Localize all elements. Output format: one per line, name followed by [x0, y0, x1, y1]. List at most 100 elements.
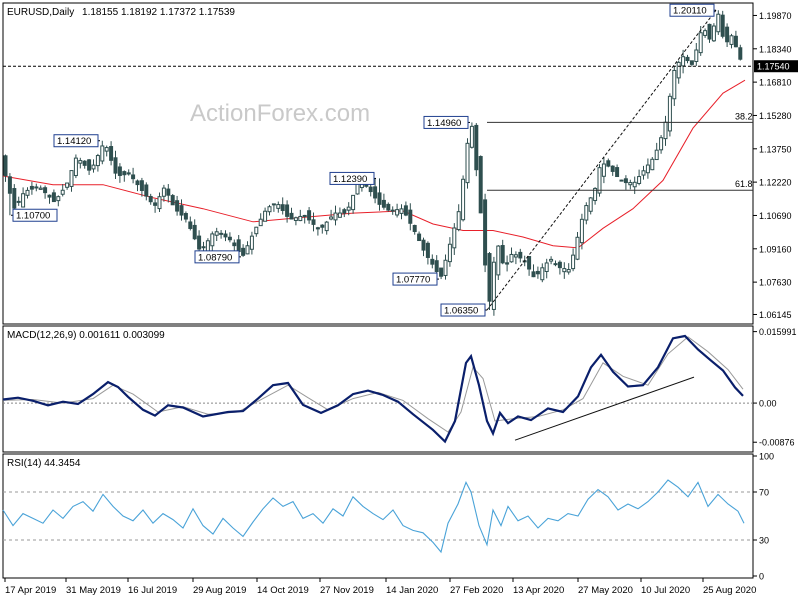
candle-body: [223, 233, 228, 238]
time-tick-label: 14 Oct 2019: [257, 585, 309, 596]
candle-body: [637, 176, 642, 184]
candle-body: [456, 211, 461, 231]
watermark: ActionForex.com: [190, 100, 370, 127]
candle-body: [645, 164, 650, 174]
candle-body: [672, 69, 677, 100]
candle-body: [307, 210, 312, 221]
candle-body: [676, 61, 681, 79]
time-tick-label: 31 May 2019: [66, 585, 121, 596]
candle-body: [417, 233, 422, 242]
candle-body: [34, 186, 39, 189]
candle-body: [267, 206, 272, 213]
candle-body: [575, 236, 580, 260]
candle-body: [219, 232, 224, 235]
rsi-title: RSI(14) 44.3454: [7, 458, 81, 469]
price-tick-label: 1.06145: [759, 310, 792, 320]
candle-body: [82, 160, 87, 166]
candle-body: [544, 262, 549, 272]
candle-body: [478, 156, 483, 214]
candle-body: [153, 202, 158, 206]
candle-body: [474, 124, 479, 171]
price-panel-frame: [2, 2, 754, 325]
candle-body: [483, 199, 488, 266]
candle-body: [549, 258, 554, 262]
candle-body: [3, 155, 8, 177]
rsi-layer: 100 70 30 0: [2, 452, 774, 582]
candle-body: [509, 253, 514, 263]
rsi-tick-label: 30: [759, 536, 769, 546]
candle-body: [461, 178, 466, 221]
candle-body: [452, 227, 457, 249]
candle-body: [390, 209, 395, 212]
candle-body: [241, 247, 246, 256]
price-tick-label: 1.16810: [759, 78, 792, 88]
candle-body: [263, 210, 268, 222]
candle-body: [518, 251, 523, 259]
candle-body: [342, 209, 347, 214]
candle-body: [214, 231, 219, 236]
time-tick-label: 29 Aug 2019: [193, 585, 246, 596]
candle-body: [302, 214, 307, 217]
annotation-label: 1.10700: [16, 211, 50, 222]
time-tick-label: 16 Jul 2019: [128, 585, 177, 596]
candle-body: [725, 26, 730, 43]
rsi-tick-label: 70: [759, 488, 769, 498]
annotation-label: 1.08790: [198, 252, 232, 263]
candle-body: [197, 235, 202, 250]
candle-body: [430, 258, 435, 265]
candle-body: [258, 218, 263, 227]
macd-layer: 0.015991 0.00 -0.00876: [2, 327, 797, 448]
candle-body: [425, 242, 430, 258]
candle-body: [179, 205, 184, 216]
candle-body: [531, 271, 536, 278]
candle-body: [619, 179, 624, 182]
candle-body: [553, 263, 558, 266]
annotation-label: 1.06350: [444, 306, 478, 317]
price-header: EURUSD,Daily 1.18155 1.18192 1.17372 1.1…: [7, 7, 235, 18]
candle-body: [641, 170, 646, 176]
macd-title: MACD(12,26,9) 0.001611 0.003099: [7, 330, 165, 341]
candle-body: [21, 193, 26, 208]
candle-body: [566, 269, 571, 273]
candle-body: [681, 56, 686, 67]
candle-body: [584, 205, 589, 221]
candle-body: [513, 254, 518, 258]
candle-body: [324, 221, 329, 232]
current-price-tag: [754, 60, 798, 73]
candle-body: [236, 239, 241, 253]
candle-body: [689, 60, 694, 65]
candle-body: [280, 204, 285, 211]
candle-body: [729, 35, 734, 45]
candle-body: [628, 182, 633, 186]
candle-body: [351, 194, 356, 211]
candle-body: [43, 187, 48, 194]
candle-body: [188, 221, 193, 229]
candle-body: [131, 174, 136, 180]
candle-body: [276, 204, 281, 209]
candle-body: [144, 184, 149, 197]
candle-body: [738, 47, 743, 60]
candle-body: [175, 200, 180, 212]
candle-body: [698, 32, 703, 54]
candle-body: [505, 262, 510, 265]
candle-body: [377, 192, 382, 205]
candle-body: [606, 160, 611, 167]
price-tick-label: 1.13750: [759, 144, 792, 154]
candle-body: [56, 196, 61, 202]
candle-body: [298, 215, 303, 222]
candle-body: [469, 125, 474, 148]
annotation-label: 1.07770: [396, 275, 430, 286]
price-tick-label: 1.15280: [759, 111, 792, 121]
candle-body: [615, 167, 620, 178]
candle-body: [443, 259, 448, 276]
candle-body: [610, 165, 615, 172]
candle-body: [135, 180, 140, 186]
annotation-box: [329, 171, 375, 185]
candle-body: [232, 242, 237, 247]
time-axis: 17 Apr 2019 31 May 2019 16 Jul 2019 29 Aug …: [4, 578, 756, 596]
candle-body: [109, 146, 114, 161]
candle-body: [562, 268, 567, 273]
rsi-line: [2, 479, 745, 554]
candle-body: [192, 224, 197, 240]
time-tick-label: 13 Apr 2020: [513, 585, 564, 596]
